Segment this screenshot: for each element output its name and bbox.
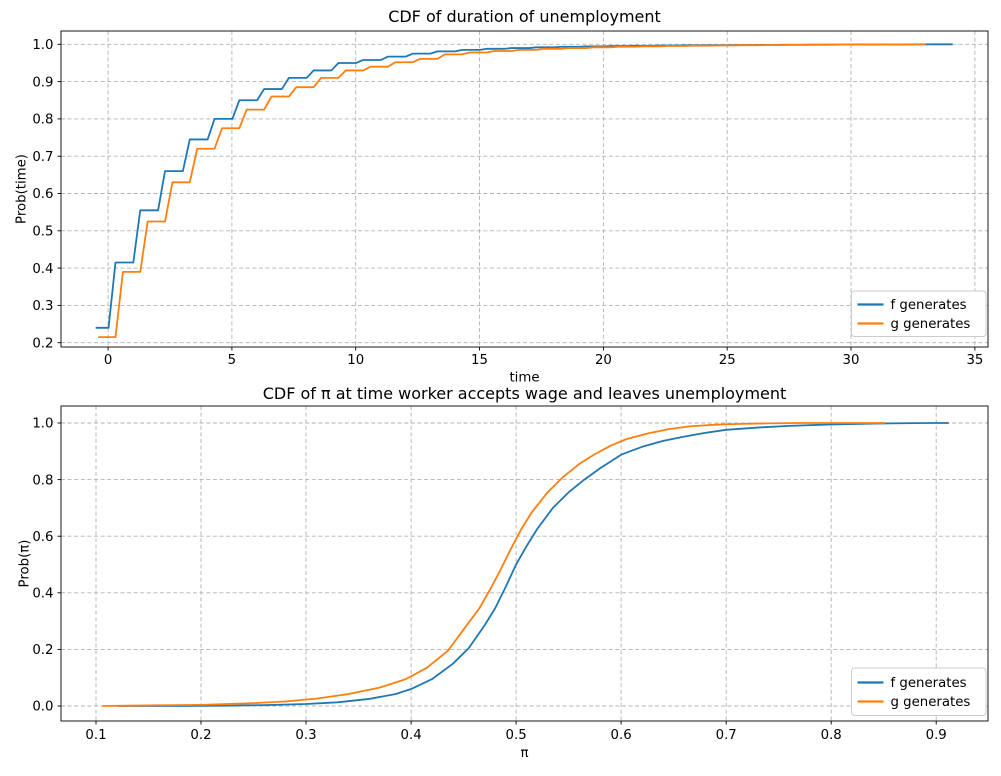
plot1-ylabel: Prob(time) [14, 154, 29, 224]
x-tick-label: 0.5 [506, 728, 527, 743]
series-f-curve [116, 422, 949, 707]
x-tick-label: 0.9 [926, 728, 947, 743]
x-tick-label: 0.7 [716, 728, 737, 743]
plot2-title: CDF of π at time worker accepts wage and… [263, 384, 787, 403]
y-tick-label: 1.0 [32, 417, 53, 432]
y-tick-label: 0.4 [32, 262, 53, 277]
y-tick-label: 0.7 [32, 150, 53, 165]
plot2-ylabel: Prob(π) [17, 540, 32, 588]
legend-label-f: f generates [891, 676, 967, 691]
x-tick-label: 10 [347, 353, 364, 368]
x-tick-label: 0.3 [295, 728, 316, 743]
x-tick-label: 0.2 [190, 728, 211, 743]
plot2-xlabel: π [520, 746, 528, 761]
x-tick-label: 30 [843, 353, 860, 368]
x-tick-label: 0.1 [85, 728, 106, 743]
x-tick-label: 20 [595, 353, 612, 368]
x-tick-label: 0.4 [401, 728, 422, 743]
x-tick-label: 0.8 [821, 728, 842, 743]
plot-duration-cdf: 0 5 10 15 20 25 30 35 0.2 0.3 0.4 0.5 0.6 0.7 0.8 0.9 1.… [32, 30, 989, 368]
x-tick-label: 25 [719, 353, 736, 368]
y-tick-label: 1.0 [32, 38, 53, 53]
y-tick-label: 0.4 [32, 587, 53, 602]
legend-label-f: f generates [891, 298, 967, 313]
series-g-curve [102, 422, 885, 707]
legend-label-g: g generates [891, 695, 971, 710]
x-tick-label: 35 [966, 353, 983, 368]
series-g-curve [98, 43, 926, 339]
y-tick-label: 0.8 [32, 473, 53, 488]
y-tick-label: 0.6 [32, 187, 53, 202]
legend-label-g: g generates [891, 317, 971, 332]
plot1-title: CDF of duration of unemployment [388, 7, 661, 26]
legend-box [851, 667, 987, 716]
y-tick-label: 0.2 [32, 643, 53, 658]
plot1-xlabel: time [509, 371, 539, 386]
y-tick-label: 0.6 [32, 530, 53, 545]
axes-spines [60, 405, 989, 722]
y-tick-label: 0.8 [32, 113, 53, 128]
x-tick-label: 15 [471, 353, 488, 368]
y-tick-label: 0.2 [32, 336, 53, 351]
x-tick-label: 0 [104, 353, 112, 368]
y-tick-label: 0.3 [32, 299, 53, 314]
axes-spines [60, 30, 989, 348]
x-tick-label: 5 [228, 353, 236, 368]
legend-box [851, 290, 987, 337]
plot-pi-cdf: 0.1 0.2 0.3 0.4 0.5 0.6 0.7 0.8 0.9 0.0 0.2 0.4 0.6 0… [32, 405, 989, 743]
x-tick-label: 0.6 [611, 728, 632, 743]
y-tick-label: 0.5 [32, 225, 53, 240]
series-f-curve [95, 43, 953, 329]
y-tick-label: 0.0 [32, 700, 53, 715]
y-tick-label: 0.9 [32, 75, 53, 90]
